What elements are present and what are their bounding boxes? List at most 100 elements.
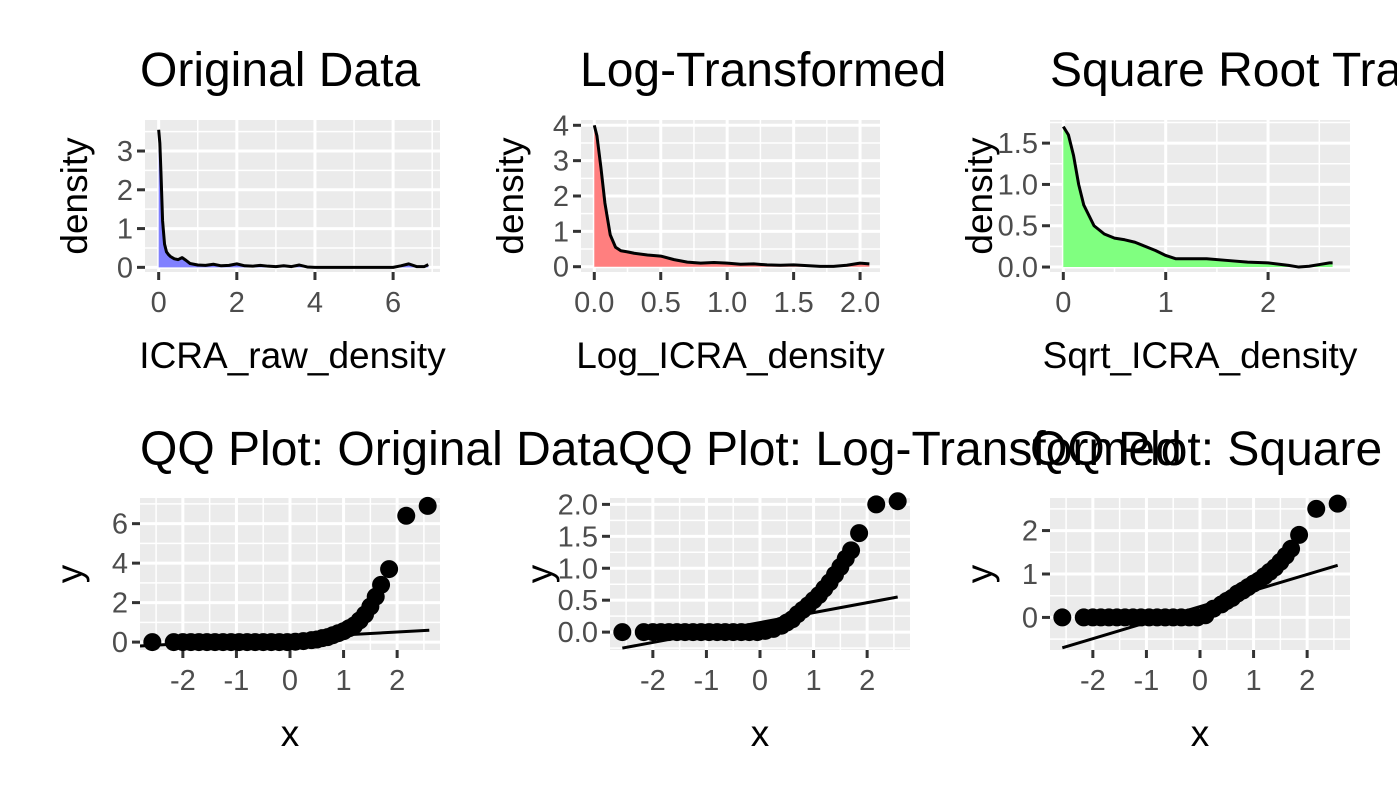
x-axis-title: Log_ICRA_density [576, 335, 885, 376]
x-tick-label: 4 [307, 287, 323, 319]
y-tick-label: 1 [117, 214, 133, 246]
y-tick-label: 3 [553, 146, 569, 178]
y-axis-title: y [49, 564, 90, 583]
y-tick-label: 0 [117, 252, 133, 284]
y-tick-label: 1.0 [998, 169, 1038, 201]
y-tick-label: 2 [117, 175, 133, 207]
y-tick-label: 2 [1022, 516, 1038, 548]
density-fill-area [1063, 126, 1333, 268]
qq-point [842, 541, 861, 560]
y-axis-title: y [519, 564, 560, 583]
x-tick-label: 0.5 [641, 287, 681, 319]
y-tick-label: 0.0 [998, 252, 1038, 284]
y-axis-title: density [54, 137, 95, 255]
chart-title: QQ Plot: Square Root Transformed [1030, 423, 1397, 476]
qq-point [1307, 499, 1326, 518]
qq-point [1290, 525, 1309, 544]
y-axis-title: density [959, 137, 1000, 255]
y-tick-label: 0.5 [558, 585, 598, 617]
x-axis-title: x [281, 713, 300, 754]
x-tick-label: 0 [1192, 665, 1208, 697]
density-curve [157, 129, 429, 269]
chart-panel-4: -2 -1 0 1 2 0 2 4 6 x y QQ Plot: Original Data [49, 423, 618, 754]
y-tick-label: 2 [553, 181, 569, 213]
chart-title: Log-Transformed [580, 44, 946, 97]
y-tick-label: 3 [117, 136, 133, 168]
y-tick-label: 2.0 [558, 489, 598, 521]
qq-point [397, 506, 416, 525]
y-tick-label: 4 [112, 548, 128, 580]
x-tick-label: -2 [1080, 665, 1106, 697]
x-tick-label: -2 [170, 665, 196, 697]
qq-point [418, 496, 437, 515]
x-tick-label: 2 [389, 665, 405, 697]
y-tick-label: 1 [1022, 559, 1038, 591]
x-tick-label: 0 [752, 665, 768, 697]
x-tick-label: -1 [694, 665, 720, 697]
plot-background [145, 120, 440, 272]
qq-point [867, 495, 886, 514]
qq-point [380, 560, 399, 579]
y-tick-label: 0.0 [558, 617, 598, 649]
x-axis-title: x [751, 713, 770, 754]
qq-reference-line [1061, 563, 1339, 650]
qq-point [143, 633, 162, 652]
x-tick-label: 2 [1299, 665, 1315, 697]
qq-point [1053, 608, 1072, 627]
x-tick-label: -1 [1134, 665, 1160, 697]
density-curve [592, 124, 870, 268]
chart-title: Original Data [140, 44, 420, 97]
x-tick-label: 1.5 [773, 287, 813, 319]
chart-panel-5: -2 -1 0 1 2 0.00.51.01.52.0 x y QQ Plot: Log-Tra… [519, 423, 1182, 754]
chart-title: QQ Plot: Original Data [140, 423, 618, 476]
y-tick-label: 1 [553, 216, 569, 248]
qq-point [1328, 494, 1347, 513]
x-tick-label: 6 [385, 287, 401, 319]
x-tick-label: 0.0 [574, 287, 614, 319]
density-curve [1062, 125, 1333, 269]
x-tick-label: 2 [229, 287, 245, 319]
x-tick-label: 1.0 [707, 287, 747, 319]
y-tick-label: 1.0 [558, 553, 598, 585]
x-tick-label: 1 [806, 665, 822, 697]
y-tick-label: 0 [112, 627, 128, 659]
qq-point [850, 524, 869, 543]
x-tick-label: -2 [640, 665, 666, 697]
y-axis-title: y [959, 564, 1000, 583]
x-tick-label: 2.0 [840, 287, 880, 319]
qq-reference-line [140, 628, 430, 648]
y-axis-title: density [490, 137, 531, 255]
x-tick-label: 1 [336, 665, 352, 697]
qq-point [888, 492, 907, 511]
chart-panel-2: 0.0 0.5 1.0 1.5 2.0 0 123 4 Log_ICRA_density dens… [490, 44, 946, 376]
x-tick-label: 1 [1158, 287, 1174, 319]
y-tick-label: 0 [553, 252, 569, 284]
x-tick-label: 2 [1260, 287, 1276, 319]
x-axis-title: x [1191, 713, 1210, 754]
y-tick-label: 0 [1022, 602, 1038, 634]
x-axis-title: ICRA_raw_density [139, 335, 446, 376]
y-tick-label: 0.5 [998, 211, 1038, 243]
y-tick-label: 6 [112, 509, 128, 541]
x-tick-label: -1 [224, 665, 250, 697]
x-tick-label: 2 [859, 665, 875, 697]
qq-point [613, 623, 632, 642]
y-tick-label: 2 [112, 588, 128, 620]
chart-title: QQ Plot: Log-Transformed [618, 423, 1182, 476]
qq-point [1282, 539, 1301, 558]
x-axis-title: Sqrt_ICRA_density [1043, 335, 1358, 376]
y-tick-label: 4 [553, 110, 569, 142]
y-tick-label: 1.5 [558, 521, 598, 553]
chart-panel-1: 0 2 4 6 0 1 2 3 ICRA_raw_density density Original … [54, 44, 446, 376]
qq-point [372, 575, 391, 594]
chart-panel-3: 0 1 2 0.0 0.5 1.0 1.5 Sqrt_ICRA_density density S… [959, 44, 1397, 376]
chart-title: Square Root Transformed [1050, 44, 1397, 97]
chart-panel-6: -2 -1 0 1 2 0 1 2 x y QQ Plot: Square Root Transfo… [959, 423, 1397, 754]
x-tick-label: 0 [282, 665, 298, 697]
density-fill-area [594, 125, 870, 267]
qq-reference-line [622, 595, 898, 650]
x-tick-label: 0 [151, 287, 167, 319]
x-tick-label: 0 [1055, 287, 1071, 319]
